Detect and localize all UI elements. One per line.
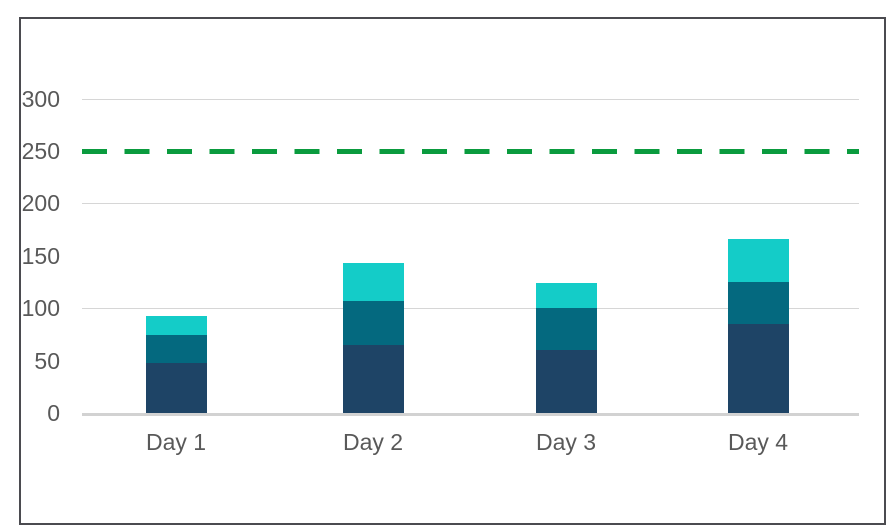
bar-segment-bottom-segment [145, 362, 207, 413]
gridline [82, 308, 859, 310]
bar-segment-bottom-segment [342, 344, 404, 413]
x-axis-category-label: Day 4 [727, 429, 789, 455]
bar-segment-top-segment [342, 263, 404, 301]
chart-border-frame [19, 17, 886, 525]
x-axis-line [82, 413, 859, 416]
bar-segment-middle-segment [342, 300, 404, 345]
x-axis-category-label: Day 2 [342, 429, 404, 455]
x-axis-category-label: Day 3 [535, 429, 597, 455]
y-axis-tick-label: 300 [21, 85, 60, 112]
bar-segment-top-segment [535, 283, 597, 309]
y-axis-tick-label: 0 [47, 400, 60, 426]
reference-dashed-line [82, 148, 859, 154]
y-axis-tick-label: 100 [21, 295, 60, 322]
bar-segment-middle-segment [145, 335, 207, 363]
y-axis-tick-label: 200 [21, 190, 60, 217]
bar-segment-middle-segment [535, 308, 597, 351]
x-axis-category-label: Day 1 [145, 429, 207, 455]
gridline [82, 98, 859, 100]
bar-segment-top-segment [145, 315, 207, 336]
bar-segment-top-segment [727, 239, 789, 282]
bar-segment-bottom-segment [727, 323, 789, 413]
y-axis-tick-label: 250 [21, 138, 60, 164]
bar-segment-bottom-segment [535, 350, 597, 413]
gridline [82, 203, 859, 205]
y-axis-tick-label: 50 [34, 347, 60, 374]
y-axis-tick-label: 150 [21, 242, 60, 269]
bar-segment-middle-segment [727, 282, 789, 324]
